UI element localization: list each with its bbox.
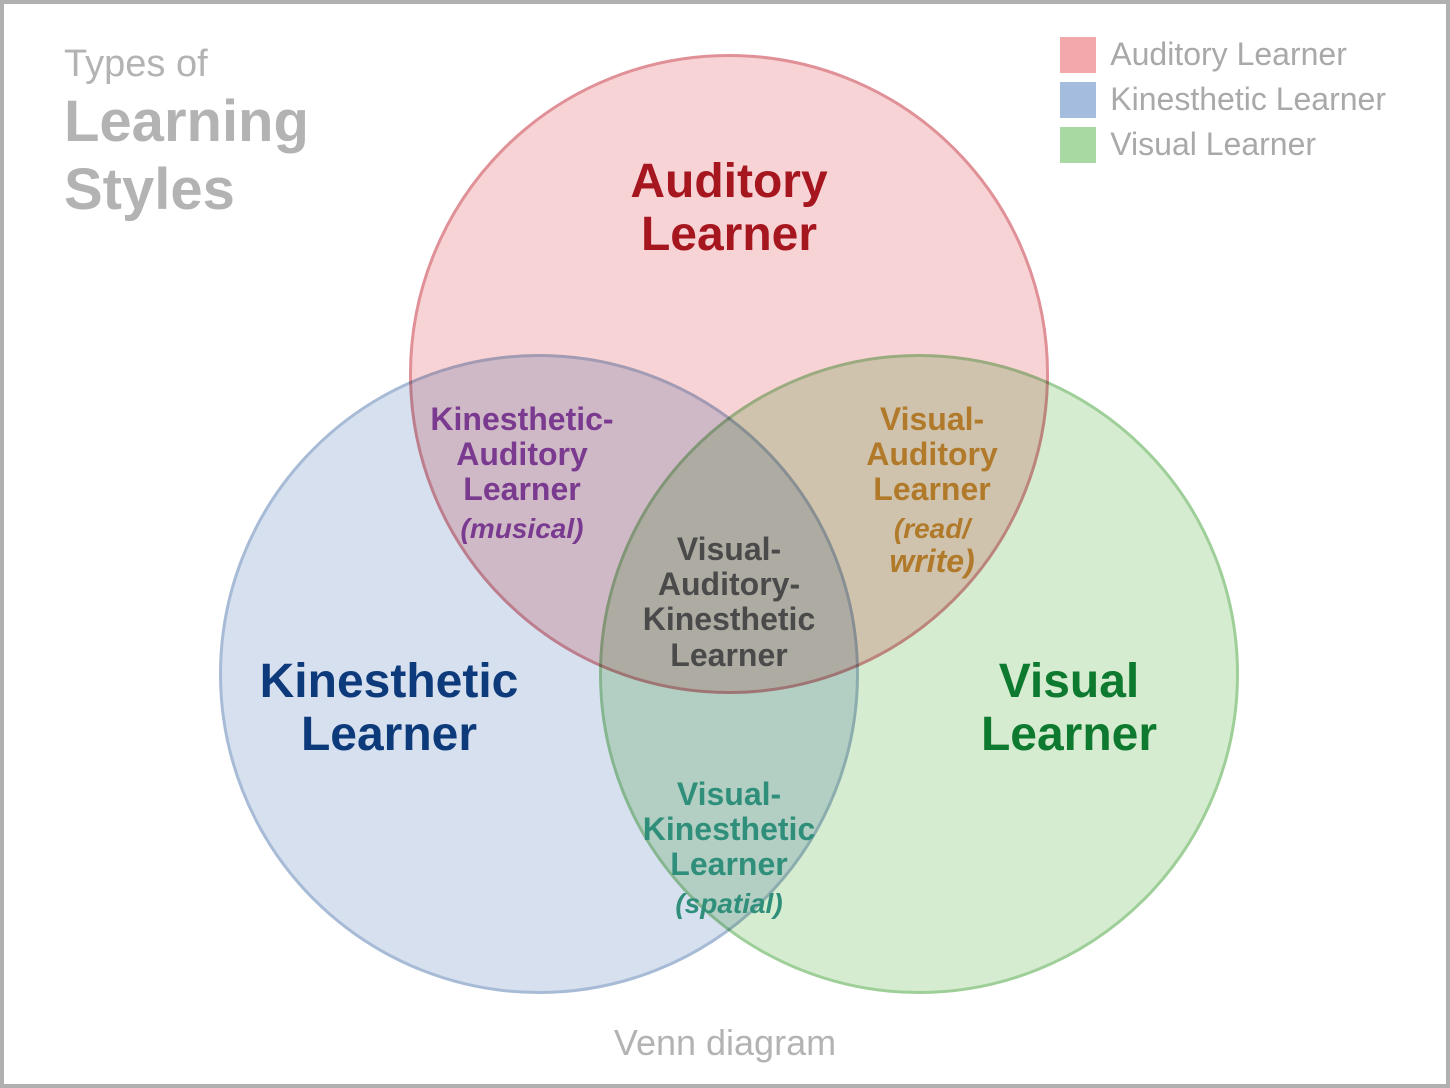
label-kinesthetic-l2: Learner [301, 708, 477, 761]
label-visual-l1: Visual [999, 655, 1140, 708]
label-center-l3: Kinesthetic [643, 601, 815, 637]
label-vis-aud-l3: Learner [873, 471, 990, 507]
label-auditory-l1: Auditory [630, 155, 827, 208]
label-visual-l2: Learner [981, 708, 1157, 761]
diagram-frame: Types of Learning Styles Auditory Learne… [0, 0, 1450, 1088]
label-center-l4: Learner [670, 637, 787, 673]
label-visual: Visual Learner [869, 656, 1269, 762]
label-vis-kin-sub: (spatial) [579, 889, 879, 920]
label-vis-aud-l1: Visual- [880, 401, 984, 437]
label-center: Visual- Auditory- Kinesthetic Learner [579, 532, 879, 673]
label-auditory-l2: Learner [641, 208, 817, 261]
venn-area: Auditory Learner Kinesthetic Learner Vis… [164, 54, 1294, 1024]
label-vis-kin-l3: Learner [670, 846, 787, 882]
label-kinesthetic: Kinesthetic Learner [189, 656, 589, 762]
label-kin-aud-l1: Kinesthetic- [430, 401, 613, 437]
label-center-l2: Auditory- [658, 566, 800, 602]
caption: Venn diagram [4, 1022, 1446, 1064]
label-vis-kin-l2: Kinesthetic [643, 811, 815, 847]
label-vis-aud-l2: Auditory [866, 436, 998, 472]
label-kin-aud-l3: Learner [463, 471, 580, 507]
label-kin-aud-l2: Auditory [456, 436, 588, 472]
label-center-l1: Visual- [677, 531, 781, 567]
label-vis-kin: Visual- Kinesthetic Learner (spatial) [579, 777, 879, 919]
label-vis-kin-l1: Visual- [677, 776, 781, 812]
label-kin-aud: Kinesthetic- Auditory Learner (musical) [372, 402, 672, 544]
label-kinesthetic-l1: Kinesthetic [260, 655, 519, 708]
label-auditory: Auditory Learner [529, 156, 929, 262]
